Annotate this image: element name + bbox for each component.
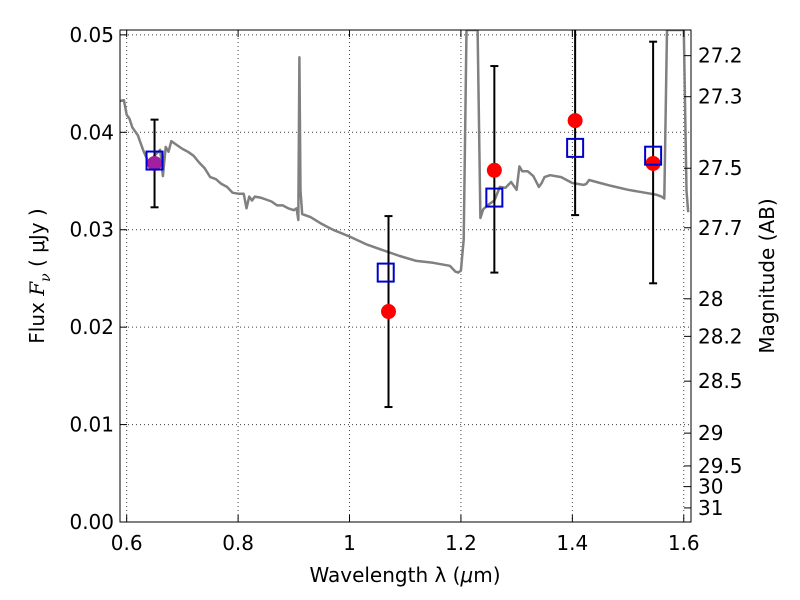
x-tick-label: 1.2 [445,531,477,555]
observed-point [381,304,397,320]
error-bar-layer [150,30,658,409]
observed-point [486,162,502,178]
x-tick-label: 1.4 [556,531,588,555]
observed-point [567,113,583,129]
grid-layer [120,30,691,523]
y-ticks-layer: 0.00 0.01 0.02 0.03 0.04 0.05 [69,23,127,534]
magnitude-tick-label: 27.7 [698,216,743,240]
x-tick-label: 1 [343,531,356,555]
observed-point [645,155,661,171]
model-sed-line [120,30,690,274]
y-tick-label: 0.00 [69,510,114,534]
y-tick-label: 0.02 [69,315,114,339]
magnitude-tick-label: 27.5 [698,156,743,180]
observed-points-layer [147,113,661,320]
model-photometry-layer [145,137,663,283]
model-photometry-square [644,145,663,166]
y-axis-label: Flux Fν ( μJy ) [25,208,54,343]
y-tick-label: 0.03 [69,218,114,242]
y-tick-label: 0.05 [69,23,114,47]
magnitude-tick-label: 29 [698,421,723,445]
magnitude-tick-label: 27.2 [698,44,743,68]
plot-frame [119,29,692,523]
model-photometry-square [145,150,164,171]
model-photometry-square [376,262,395,283]
magnitude-tick-label: 28.2 [698,324,743,348]
model-photometry-square [566,137,585,158]
y-tick-label: 0.04 [69,120,114,144]
observed-point [147,155,163,171]
x-axis-label: Wavelength λ (μm) [309,563,500,587]
x-tick-label: 0.6 [111,531,143,555]
x-ticks-layer: 0.6 0.8 1 1.2 1.4 1.6 [111,30,700,555]
magnitude-tick-label: 28.5 [698,369,743,393]
y-tick-label: 0.01 [69,413,114,437]
magnitude-tick-label: 30 [698,475,723,499]
model-photometry-square [485,187,504,208]
magnitude-axis-label: Magnitude (AB) [755,198,779,353]
magnitude-tick-label: 31 [698,496,723,520]
magnitude-tick-label: 29.5 [698,454,743,478]
model-spectrum-layer [120,30,690,274]
magnitude-tick-label: 28 [698,287,723,311]
magnitude-tick-label: 27.3 [698,85,743,109]
x-tick-label: 1.6 [668,531,700,555]
x-tick-label: 0.8 [222,531,254,555]
